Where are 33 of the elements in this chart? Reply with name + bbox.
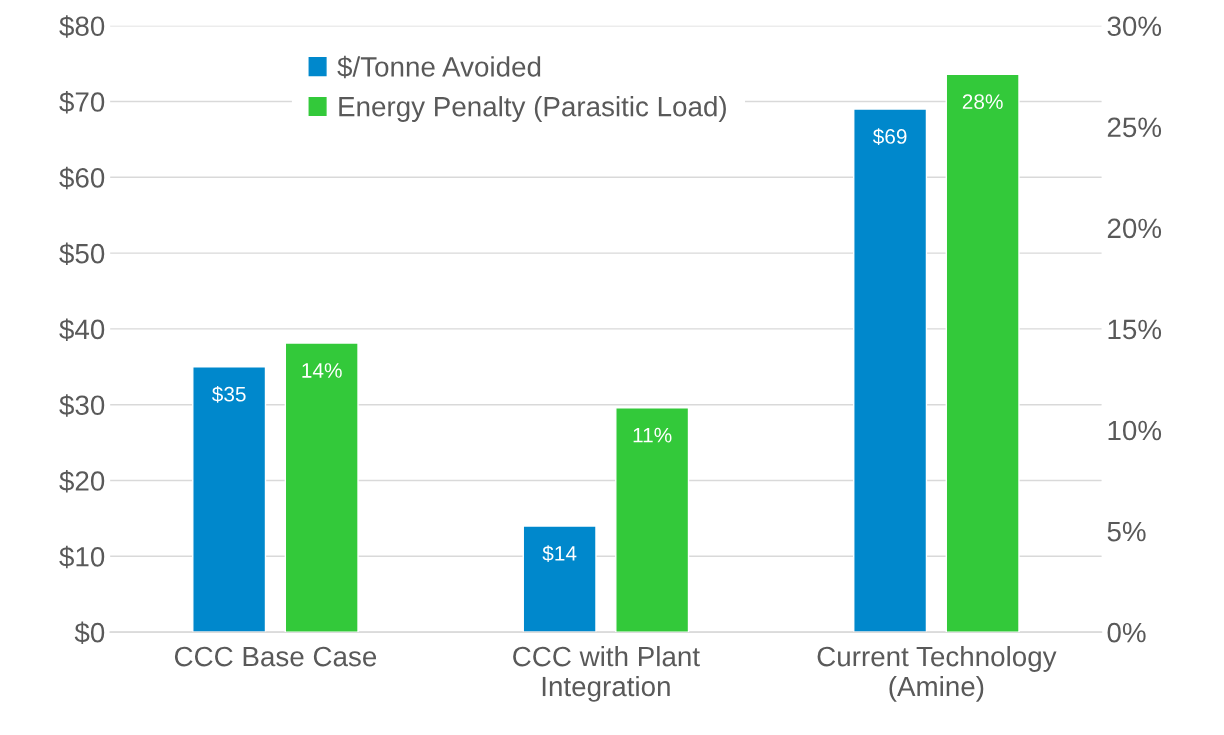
bar [284, 342, 359, 633]
y2-tick-label: 0% [1107, 622, 1146, 643]
y2-tick-label: 25% [1107, 117, 1162, 138]
y-tick-label: $80 [59, 15, 105, 38]
bar [853, 108, 928, 633]
y2-tick-label: 15% [1108, 319, 1162, 340]
y2-tick-label: 10% [1108, 420, 1162, 441]
y-tick-label: $70 [59, 91, 105, 114]
y-tick-label: $30 [59, 394, 105, 417]
bar [945, 73, 1020, 633]
x-tick-label: Current Technology (Amine) [817, 645, 1057, 702]
y2-tick-label: 30% [1107, 16, 1162, 37]
y2-tick-label: 5% [1107, 521, 1146, 542]
x-tick-label: CCC with Plant Integration [513, 645, 700, 702]
y-tick-label: $60 [59, 166, 105, 190]
y-tick-label: $50 [59, 242, 105, 266]
bar [615, 407, 690, 633]
data-label: 28% [962, 94, 1003, 110]
y2-tick-label: 20% [1107, 218, 1162, 239]
legend-label: Energy Penalty (Parasitic Load) [339, 96, 726, 122]
data-label: $69 [872, 128, 907, 146]
legend-label: $/Tonne Avoided [337, 55, 541, 79]
y-tick-label: $0 [74, 621, 105, 645]
bar [192, 366, 267, 633]
x-tick-label: CCC Base Case [174, 646, 377, 667]
data-label: $14 [542, 545, 577, 562]
y-tick-label: $40 [59, 318, 105, 341]
bar [522, 525, 597, 633]
data-label: 11% [633, 427, 672, 443]
data-label: 14% [302, 363, 342, 378]
y-tick-label: $10 [59, 545, 105, 569]
data-label: $35 [211, 385, 246, 403]
y-tick-label: $20 [59, 470, 105, 493]
